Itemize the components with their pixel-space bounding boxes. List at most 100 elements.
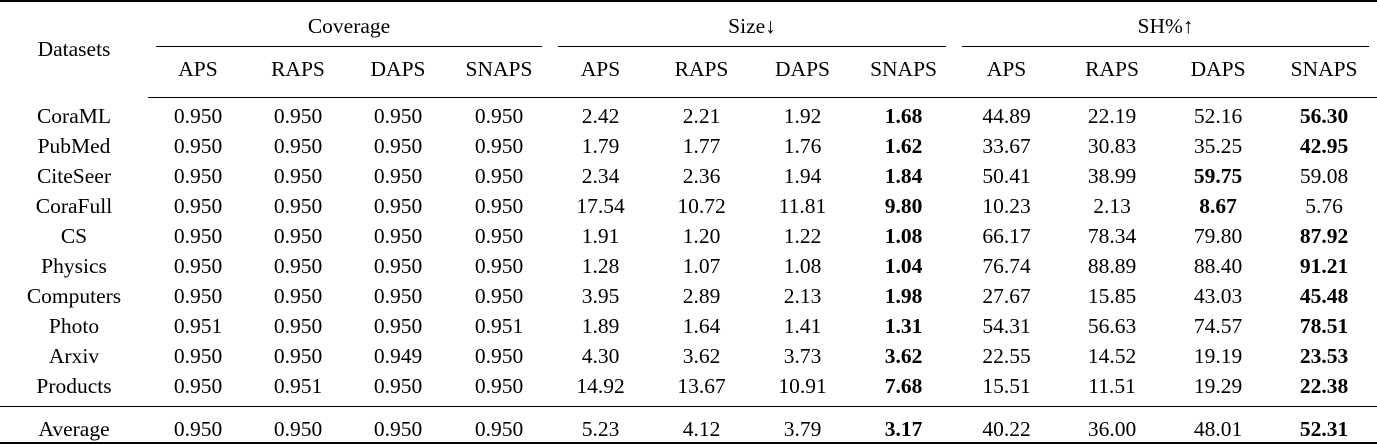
- value-cell: 3.62: [884, 344, 923, 368]
- value-cell: 30.83: [1087, 134, 1137, 158]
- value-cell: 3.62: [682, 344, 721, 368]
- value-cell: 1.28: [581, 254, 620, 278]
- value-cell: 19.19: [1193, 344, 1243, 368]
- value-cell: 14.52: [1087, 344, 1137, 368]
- value-cell: 1.84: [884, 164, 923, 188]
- value-cell: 40.22: [954, 406, 1060, 444]
- value-cell: 33.67: [982, 134, 1031, 158]
- value-cell: 2.34: [581, 164, 620, 188]
- value-cell: 0.950: [448, 406, 551, 444]
- value-cell: 0.950: [173, 224, 223, 248]
- value-cell: 0.950: [273, 134, 323, 158]
- value-cell: 0.950: [173, 164, 223, 188]
- value-cell: 56.63: [1087, 314, 1137, 338]
- value-cell: 0.950: [474, 374, 524, 398]
- value-cell: 14.92: [576, 374, 625, 398]
- value-cell: 0.951: [273, 374, 323, 398]
- sh-group-rule: SH%↑: [962, 10, 1370, 47]
- value-cell: 0.950: [273, 104, 323, 128]
- value-cell: 1.64: [682, 314, 721, 338]
- value-cell: 79.80: [1193, 224, 1243, 248]
- value-cell: 22.55: [982, 344, 1031, 368]
- value-cell: 0.950: [273, 344, 323, 368]
- value-cell: 0.950: [373, 194, 423, 218]
- dataset-name-cell: PubMed: [37, 134, 111, 158]
- column-header-coverage-daps: DAPS: [348, 47, 448, 98]
- value-cell: 22.38: [1299, 374, 1349, 398]
- dataset-name-cell: Computers: [26, 284, 122, 308]
- value-cell: 0.950: [474, 104, 524, 128]
- value-cell: 0.950: [474, 284, 524, 308]
- value-cell: 4.12: [651, 406, 753, 444]
- value-cell: 5.76: [1305, 194, 1343, 218]
- value-cell: 11.81: [778, 194, 827, 218]
- value-cell: 1.08: [783, 254, 822, 278]
- value-cell: 0.950: [373, 374, 423, 398]
- value-cell: 36.00: [1059, 406, 1166, 444]
- value-cell: 0.950: [248, 406, 348, 444]
- value-cell: 0.950: [148, 406, 248, 444]
- value-cell: 0.950: [373, 104, 423, 128]
- value-cell: 0.950: [173, 194, 223, 218]
- value-cell: 44.89: [982, 104, 1031, 128]
- value-cell: 0.950: [273, 224, 323, 248]
- column-header-size-raps: RAPS: [651, 47, 753, 98]
- column-header-coverage-aps: APS: [148, 47, 248, 98]
- value-cell: 0.950: [173, 284, 223, 308]
- value-cell: 1.94: [783, 164, 822, 188]
- value-cell: 0.950: [373, 284, 423, 308]
- value-cell: 1.68: [884, 104, 923, 128]
- value-cell: 42.95: [1299, 134, 1349, 158]
- value-cell: 2.89: [682, 284, 721, 308]
- coverage-group-rule: Coverage: [156, 10, 543, 47]
- value-cell: 0.951: [173, 314, 223, 338]
- value-cell: 52.16: [1193, 104, 1243, 128]
- value-cell: 1.77: [682, 134, 721, 158]
- table-row: Physics 0.950 0.950 0.950 0.950 1.28 1.07 1.08 1…: [0, 252, 1377, 282]
- column-header-sh-snaps: SNAPS: [1271, 47, 1377, 98]
- value-cell: 0.950: [273, 284, 323, 308]
- value-cell: 0.950: [273, 194, 323, 218]
- value-cell: 1.41: [783, 314, 822, 338]
- value-cell: 10.91: [778, 374, 827, 398]
- value-cell: 13.67: [677, 374, 726, 398]
- value-cell: 1.08: [884, 224, 923, 248]
- value-cell: 0.950: [173, 104, 223, 128]
- dataset-name-cell: CoraFull: [35, 194, 113, 218]
- dataset-name-cell: CiteSeer: [36, 164, 112, 188]
- value-cell: 3.17: [853, 406, 955, 444]
- value-cell: 35.25: [1193, 134, 1243, 158]
- value-cell: 0.950: [273, 254, 323, 278]
- value-cell: 1.20: [682, 224, 721, 248]
- table-row: Computers 0.950 0.950 0.950 0.950 3.95 2.89 2.1…: [0, 282, 1377, 312]
- value-cell: 7.68: [884, 374, 923, 398]
- value-cell: 54.31: [982, 314, 1031, 338]
- column-header-sh-daps: DAPS: [1165, 47, 1272, 98]
- dataset-name-cell: Products: [36, 374, 112, 398]
- value-cell: 3.95: [581, 284, 620, 308]
- value-cell: 1.91: [581, 224, 620, 248]
- dataset-name-cell: CS: [60, 224, 88, 248]
- group-header-coverage-label: Coverage: [307, 14, 391, 38]
- value-cell: 0.950: [474, 164, 524, 188]
- value-cell: 50.41: [982, 164, 1031, 188]
- value-cell: 1.04: [884, 254, 923, 278]
- value-cell: 78.51: [1299, 314, 1349, 338]
- value-cell: 45.48: [1299, 284, 1349, 308]
- group-header-size: Size↓: [550, 2, 954, 47]
- value-cell: 0.950: [373, 254, 423, 278]
- column-header-size-aps: APS: [550, 47, 652, 98]
- value-cell: 0.950: [173, 134, 223, 158]
- value-cell: 88.40: [1193, 254, 1243, 278]
- value-cell: 9.80: [884, 194, 923, 218]
- value-cell: 23.53: [1299, 344, 1349, 368]
- value-cell: 10.23: [982, 194, 1031, 218]
- value-cell: 19.29: [1193, 374, 1243, 398]
- value-cell: 87.92: [1299, 224, 1349, 248]
- table-row: PubMed 0.950 0.950 0.950 0.950 1.79 1.77 1.76 1.…: [0, 132, 1377, 162]
- column-header-sh-raps: RAPS: [1059, 47, 1166, 98]
- value-cell: 0.950: [373, 134, 423, 158]
- value-cell: 1.22: [783, 224, 822, 248]
